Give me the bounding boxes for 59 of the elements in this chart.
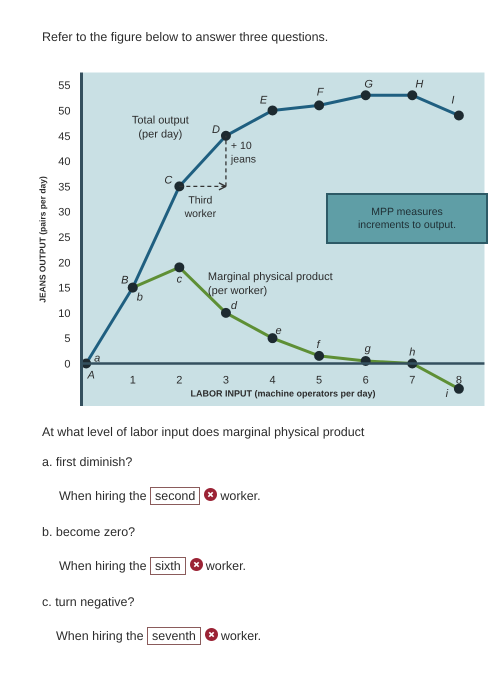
y-tick-label: 5 xyxy=(64,333,71,346)
chart-title: Refer to the figure below to answer three questions. xyxy=(41,29,328,46)
y-tick-label: 55 xyxy=(58,80,71,92)
text: b. become zero? xyxy=(42,524,136,541)
annotation: A xyxy=(86,369,95,382)
x-tick-label: 5 xyxy=(316,374,322,386)
x-tick-label: 4 xyxy=(269,374,276,386)
annotation: C xyxy=(164,174,172,186)
annotation: G xyxy=(364,78,374,90)
annotation: f xyxy=(316,338,321,351)
y-tick-label: 30 xyxy=(58,206,71,219)
series-label: Marginal physical product (per worker) xyxy=(208,270,333,297)
x-tick-label: 7 xyxy=(409,374,416,386)
y-tick-label: 25 xyxy=(58,232,71,244)
annotation: H xyxy=(415,78,424,90)
y-tick-label: 20 xyxy=(58,257,71,270)
y-axis-title: JEANS OUTPUT (pairs per day) xyxy=(37,176,48,303)
x-tick-label: 3 xyxy=(222,374,229,386)
annotation: h xyxy=(409,346,416,358)
annotation: I xyxy=(451,94,454,107)
annotation: i xyxy=(446,388,449,400)
text: sixth xyxy=(150,557,186,575)
y-tick-label: 40 xyxy=(58,156,71,168)
annotation: g xyxy=(364,342,372,355)
text: c. turn negative? xyxy=(42,594,134,611)
x-axis-title: LABOR INPUT (machine operators per day) xyxy=(190,388,376,398)
x-tick-label: 8 xyxy=(456,374,462,386)
annotation: b xyxy=(136,292,143,304)
y-tick-label: 15 xyxy=(58,282,71,295)
annotation: F xyxy=(316,86,325,98)
text: When hiring the xyxy=(59,489,147,503)
annotation: D xyxy=(212,124,220,136)
annotation: e xyxy=(275,325,282,338)
text: Total output (per day) xyxy=(132,114,189,140)
annotation: c xyxy=(176,273,183,286)
y-tick-label: 45 xyxy=(58,130,71,143)
y-tick-label: 50 xyxy=(58,105,71,118)
annotation: + 10 jeans xyxy=(230,140,256,166)
text: When hiring the xyxy=(59,559,147,573)
text: worker. xyxy=(220,629,262,643)
x-tick-label: 6 xyxy=(362,374,369,386)
annotation: B xyxy=(121,274,128,287)
y-tick-label: 35 xyxy=(58,181,71,194)
text: a. first diminish? xyxy=(42,454,132,471)
annotation: Third worker xyxy=(184,194,217,220)
x-tick-label: 1 xyxy=(130,374,136,386)
text: At what level of labor input does marginal physical product xyxy=(42,424,364,441)
annotation: a xyxy=(94,352,100,364)
annotation: MPP measures increments to output. xyxy=(358,206,456,232)
text: When hiring the xyxy=(56,629,144,643)
y-tick-label: 0 xyxy=(64,358,71,370)
annotation: E xyxy=(260,94,268,106)
text: second xyxy=(150,487,200,505)
annotation: d xyxy=(230,300,238,312)
x-tick-label: 2 xyxy=(176,374,182,386)
text: worker. xyxy=(206,559,246,573)
y-tick-label: 10 xyxy=(58,308,71,320)
text: worker. xyxy=(220,489,261,503)
text: seventh xyxy=(147,627,201,645)
